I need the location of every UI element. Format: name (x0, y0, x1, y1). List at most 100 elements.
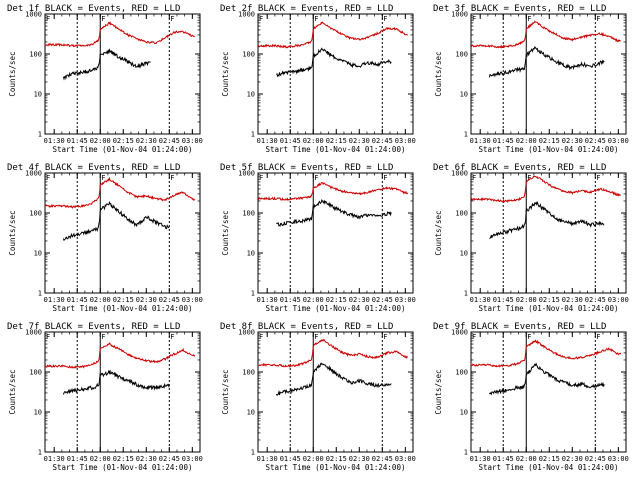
x-tick-label: 02:15 (326, 455, 347, 463)
plot-frame (470, 13, 627, 135)
panel-det-5: Det 5f BLACK = Events, RED = LLD 1 10 100 10… (220, 163, 416, 313)
series-line-events (489, 200, 605, 239)
x-tick-label: 02:00 (303, 137, 324, 145)
y-tick-label: 10 (247, 409, 255, 417)
plot-frame (44, 172, 201, 294)
x-tick-label: 02:15 (113, 455, 134, 463)
x-tick-label: 01:30 (44, 137, 65, 145)
flag-label: F (259, 174, 263, 182)
series-line-events (276, 47, 392, 78)
x-tick-label: 01:30 (470, 137, 491, 145)
x-axis-label: Start Time (01-Nov-04 01:24:00) (266, 145, 406, 154)
flag-label: F (259, 15, 263, 23)
y-axis-label: Counts/sec (8, 51, 17, 96)
x-tick-label: 01:30 (257, 137, 278, 145)
y-tick-label: 10 (247, 91, 255, 99)
y-tick-label: 1 (251, 131, 255, 139)
x-tick-label: 02:45 (159, 296, 180, 304)
x-tick-label: 02:00 (90, 296, 111, 304)
x-tick-label: 02:15 (539, 455, 560, 463)
x-tick-label: 02:15 (326, 137, 347, 145)
x-axis-label: Start Time (01-Nov-04 01:24:00) (53, 145, 193, 154)
series-line-lld (257, 21, 408, 49)
x-tick-label: 03:00 (608, 137, 629, 145)
y-tick-label: 100 (242, 210, 255, 218)
x-tick-label: 01:45 (493, 137, 514, 145)
x-tick-label: 03:00 (182, 137, 203, 145)
y-tick-label: 100 (29, 51, 42, 59)
x-tick-label: 02:00 (303, 296, 324, 304)
y-axis-label: Counts/sec (8, 369, 17, 414)
x-tick-label: 02:30 (562, 455, 583, 463)
x-tick-label: 01:45 (493, 455, 514, 463)
series-line-lld (257, 181, 409, 201)
flag-label: F (527, 174, 531, 182)
y-axis-label: Counts/sec (434, 210, 443, 255)
x-tick-label: 02:30 (349, 296, 370, 304)
x-tick-label: 02:15 (539, 137, 560, 145)
flag-label: F (383, 174, 387, 182)
x-tick-label: 02:45 (372, 296, 393, 304)
flag-label: F (472, 174, 476, 182)
flag-label: F (101, 15, 105, 23)
plot-frame (257, 13, 414, 135)
x-tick-label: 02:45 (585, 455, 606, 463)
x-tick-label: 03:00 (182, 296, 203, 304)
y-tick-label: 1000 (25, 329, 42, 337)
y-tick-label: 100 (29, 369, 42, 377)
y-tick-label: 1 (38, 290, 42, 298)
x-tick-label: 01:45 (280, 296, 301, 304)
y-tick-label: 1000 (451, 170, 468, 178)
x-tick-label: 01:45 (280, 137, 301, 145)
panel-det-3: Det 3f BLACK = Events, RED = LLD 1 10 100 10… (433, 4, 629, 154)
series-line-events (62, 200, 170, 242)
x-axis-label: Start Time (01-Nov-04 01:24:00) (266, 463, 406, 472)
series-line-events (488, 46, 605, 78)
flag-label: F (314, 174, 318, 182)
flag-label: F (259, 333, 263, 341)
series-line-events (62, 369, 170, 395)
y-tick-label: 1 (464, 290, 468, 298)
plot-frame (44, 331, 201, 453)
panel-det-6: Det 6f BLACK = Events, RED = LLD 1 10 100 10… (433, 163, 629, 313)
x-tick-label: 02:15 (326, 296, 347, 304)
flag-label: F (46, 333, 50, 341)
flag-label: F (170, 15, 174, 23)
series-line-lld (44, 342, 196, 369)
flag-label: F (170, 174, 174, 182)
y-axis-label: Counts/sec (221, 51, 230, 96)
x-tick-label: 02:45 (159, 137, 180, 145)
x-axis-label: Start Time (01-Nov-04 01:24:00) (53, 304, 193, 313)
y-tick-label: 10 (460, 91, 468, 99)
y-tick-label: 100 (455, 210, 468, 218)
series-line-lld (44, 176, 196, 209)
y-tick-label: 1000 (25, 11, 42, 19)
x-tick-label: 02:45 (372, 455, 393, 463)
x-tick-label: 02:30 (349, 137, 370, 145)
x-tick-label: 01:30 (44, 296, 65, 304)
flag-label: F (596, 15, 600, 23)
y-tick-label: 1000 (238, 170, 255, 178)
x-tick-label: 02:15 (539, 296, 560, 304)
x-tick-label: 01:45 (280, 455, 301, 463)
x-tick-label: 02:00 (90, 455, 111, 463)
x-tick-label: 02:00 (516, 296, 537, 304)
panel-title: Det 5f BLACK = Events, RED = LLD (220, 163, 393, 173)
y-tick-label: 1 (38, 449, 42, 457)
panel-title: Det 7f BLACK = Events, RED = LLD (7, 322, 180, 332)
panel-title: Det 8f BLACK = Events, RED = LLD (220, 322, 393, 332)
y-tick-label: 1000 (238, 329, 255, 337)
y-tick-label: 1 (464, 131, 468, 139)
panel-det-7: Det 7f BLACK = Events, RED = LLD 1 10 100 10… (7, 322, 203, 472)
x-axis-label: Start Time (01-Nov-04 01:24:00) (479, 463, 619, 472)
y-tick-label: 1000 (25, 170, 42, 178)
panel-title: Det 3f BLACK = Events, RED = LLD (433, 4, 606, 14)
y-tick-label: 10 (247, 250, 255, 258)
y-axis-label: Counts/sec (434, 51, 443, 96)
flag-label: F (101, 333, 105, 341)
x-tick-label: 02:30 (136, 455, 157, 463)
y-tick-label: 100 (242, 369, 255, 377)
y-tick-label: 10 (460, 409, 468, 417)
y-axis-label: Counts/sec (221, 369, 230, 414)
